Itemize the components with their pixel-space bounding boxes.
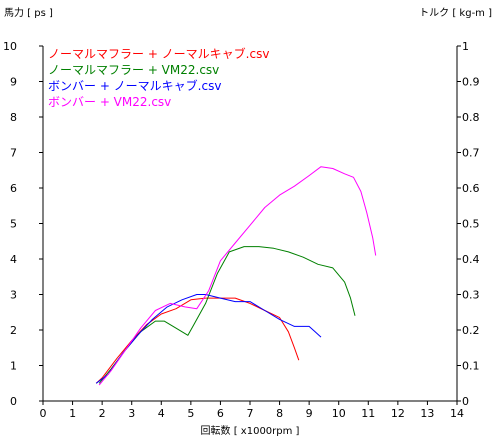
y-right-tick-label-8: 0.8 bbox=[462, 111, 480, 124]
x-tick-label-9: 9 bbox=[306, 407, 313, 420]
y-right-tick-label-10: 1 bbox=[462, 40, 469, 53]
y-left-tick-label-0: 0 bbox=[10, 395, 17, 408]
y-right-tick-label-3: 0.3 bbox=[462, 289, 480, 302]
y-right-tick-label-4: 0.4 bbox=[462, 253, 480, 266]
y-right-tick-label-2: 0.2 bbox=[462, 324, 480, 337]
x-tick-label-14: 14 bbox=[450, 407, 464, 420]
x-tick-label-4: 4 bbox=[158, 407, 165, 420]
legend-entry-3: ボンバー + ノーマルキャブ.csv bbox=[48, 78, 221, 93]
y-left-tick-label-5: 5 bbox=[10, 218, 17, 231]
x-tick-label-11: 11 bbox=[361, 407, 375, 420]
series-line-3 bbox=[95, 294, 322, 384]
y-right-tick-label-0: 0 bbox=[462, 395, 469, 408]
y-axis-title-right: トルク [ kg-m ] bbox=[419, 7, 492, 19]
y-left-tick-label-6: 6 bbox=[10, 182, 17, 195]
x-tick-label-13: 13 bbox=[420, 407, 434, 420]
tick-marks bbox=[39, 45, 461, 405]
x-tick-label-0: 0 bbox=[40, 407, 47, 420]
y-left-tick-label-3: 3 bbox=[10, 289, 17, 302]
x-axis-title: 回転数 [ x1000rpm ] bbox=[201, 424, 300, 437]
y-right-tick-label-7: 0.7 bbox=[462, 147, 480, 160]
x-tick-label-12: 12 bbox=[391, 407, 405, 420]
y-right-tick-label-1: 0.1 bbox=[462, 360, 480, 373]
series-line-4 bbox=[98, 166, 377, 386]
series-line-2 bbox=[98, 246, 356, 384]
legend: ノーマルマフラー + ノーマルキャブ.csv ノーマルマフラー + VM22.c… bbox=[48, 46, 269, 109]
y-left-tick-label-8: 8 bbox=[10, 111, 17, 124]
y-right-tick-label-9: 0.9 bbox=[462, 76, 480, 89]
x-tick-label-8: 8 bbox=[276, 407, 283, 420]
tick-labels: 0 1 2 3 4 5 6 7 8 9 10 11 12 13 1401234567891000.10.20… bbox=[3, 40, 480, 420]
legend-entry-4: ボンバー + VM22.csv bbox=[48, 95, 171, 109]
series-line-1 bbox=[95, 297, 300, 384]
x-tick-label-7: 7 bbox=[247, 407, 254, 420]
x-tick-label-2: 2 bbox=[99, 407, 106, 420]
y-left-tick-label-9: 9 bbox=[10, 76, 17, 89]
x-tick-label-10: 10 bbox=[332, 407, 346, 420]
y-right-tick-label-6: 0.6 bbox=[462, 182, 480, 195]
y-left-tick-label-10: 10 bbox=[3, 40, 17, 53]
x-tick-label-5: 5 bbox=[187, 407, 194, 420]
y-left-tick-label-4: 4 bbox=[10, 253, 17, 266]
y-left-tick-label-2: 2 bbox=[10, 324, 17, 337]
x-tick-label-1: 1 bbox=[69, 407, 76, 420]
legend-entry-2: ノーマルマフラー + VM22.csv bbox=[48, 63, 219, 77]
y-right-tick-label-5: 0.5 bbox=[462, 218, 480, 231]
x-tick-label-3: 3 bbox=[128, 407, 135, 420]
y-left-tick-label-1: 1 bbox=[10, 360, 17, 373]
x-tick-label-6: 6 bbox=[217, 407, 224, 420]
y-left-tick-label-7: 7 bbox=[10, 147, 17, 160]
legend-entry-1: ノーマルマフラー + ノーマルキャブ.csv bbox=[48, 46, 269, 61]
series-lines bbox=[95, 166, 377, 386]
y-axis-title-left: 馬力 [ ps ] bbox=[4, 6, 53, 19]
